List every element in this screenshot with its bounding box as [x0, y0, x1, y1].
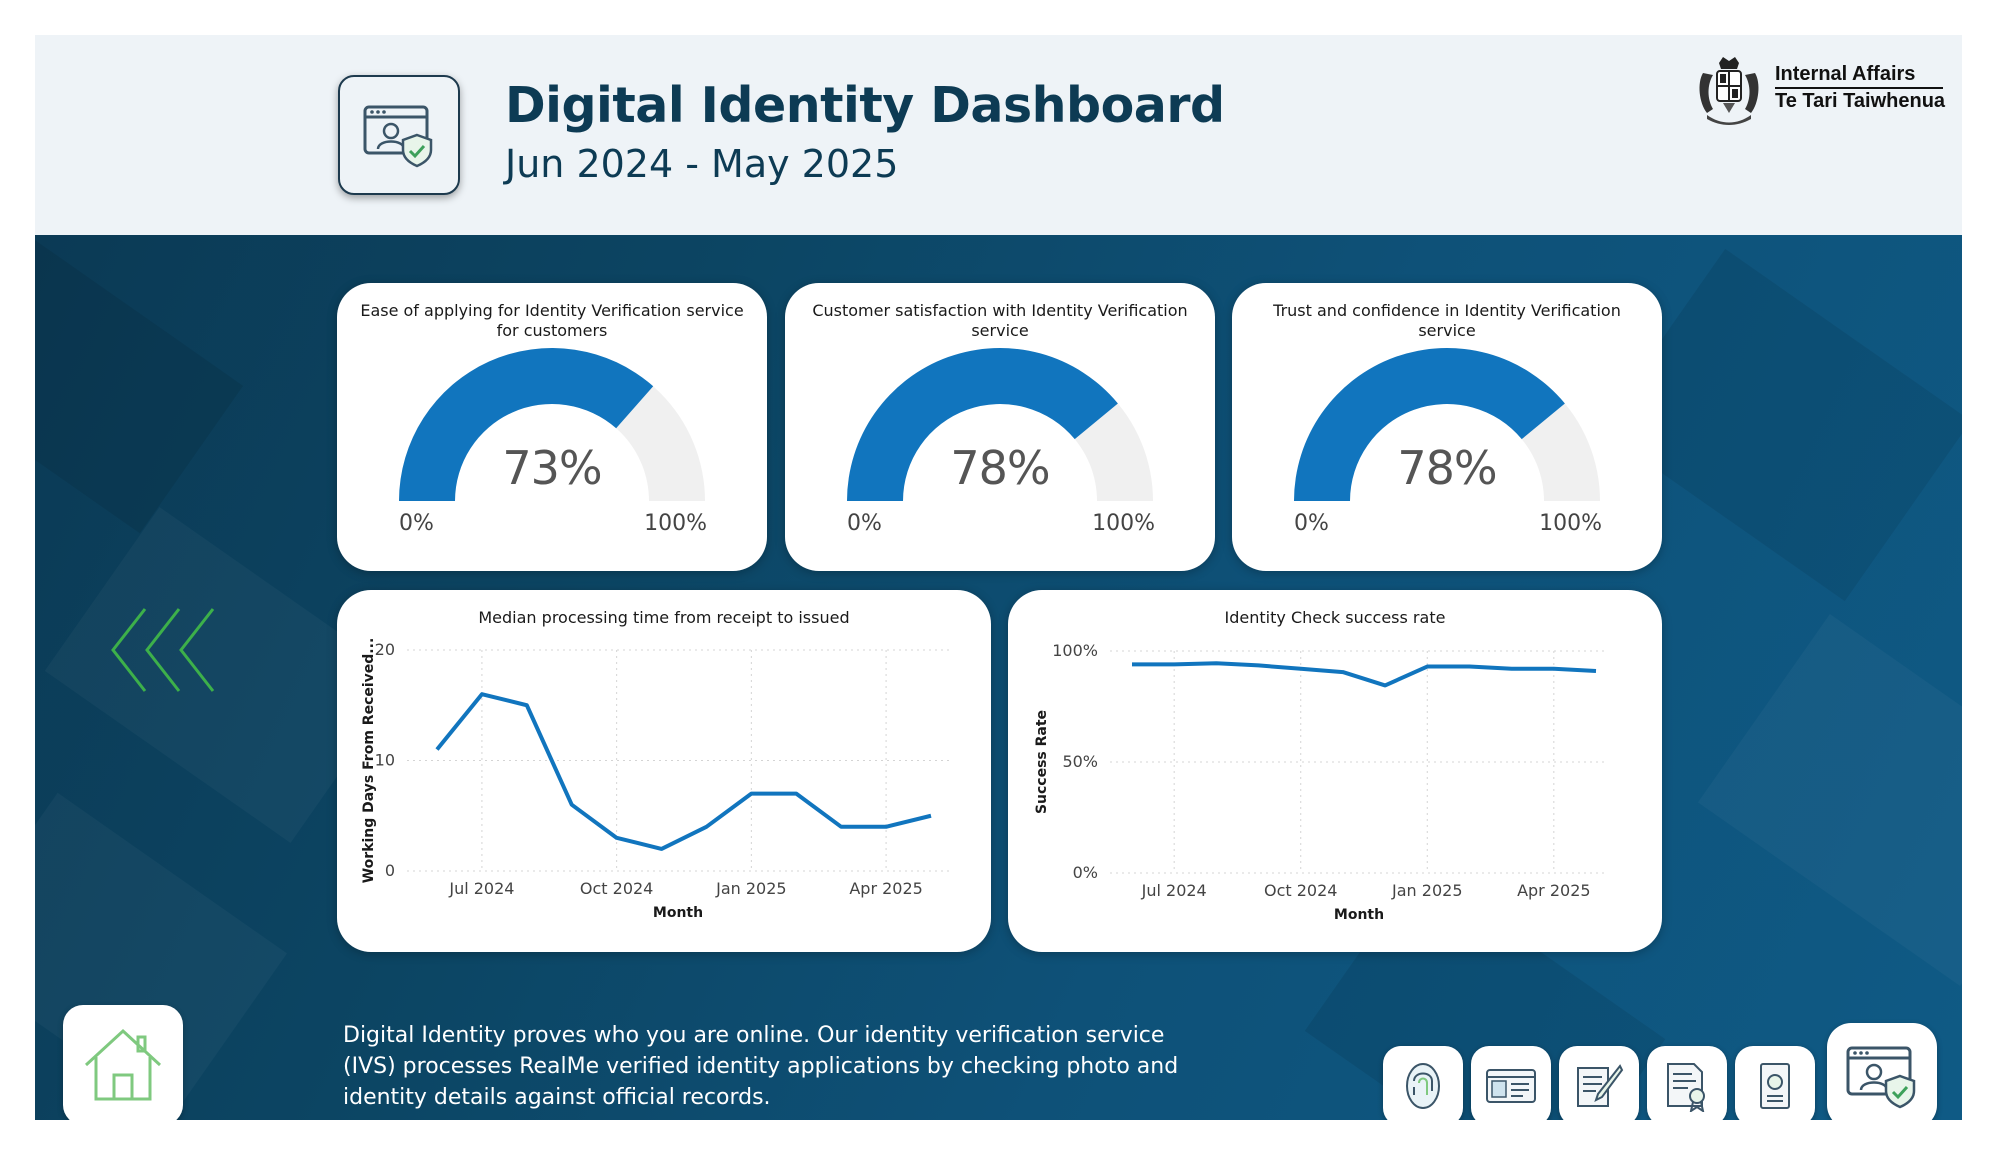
gauge-min-label: 0%	[847, 511, 882, 536]
id-card-icon	[1486, 1069, 1536, 1103]
gauge-fill	[847, 348, 1118, 501]
certificate-icon	[1667, 1063, 1705, 1112]
date-range: Jun 2024 - May 2025	[505, 142, 899, 186]
nav-passport-button[interactable]	[1735, 1046, 1815, 1120]
gauge-title: Trust and confidence in Identity Verific…	[1273, 301, 1621, 340]
logo-divider	[1775, 87, 1943, 89]
document-sign-icon	[1577, 1064, 1624, 1107]
fingerprint-icon	[1406, 1063, 1440, 1109]
passport-icon	[1760, 1063, 1790, 1109]
identity-verification-icon	[1846, 1046, 1916, 1109]
home-icon	[84, 1028, 162, 1101]
back-chevrons-icon[interactable]	[107, 605, 227, 695]
gauge-value: 73%	[502, 441, 602, 495]
y-tick-label: 50%	[1062, 752, 1098, 771]
y-tick-label: 0	[385, 861, 395, 880]
gauge-title: Customer satisfaction with Identity Veri…	[812, 301, 1188, 340]
header: Digital Identity Dashboard Jun 2024 - Ma…	[35, 35, 1962, 235]
main-panel: Ease of applying for Identity Verificati…	[35, 235, 1962, 1120]
gauge-chart	[1294, 348, 1600, 501]
identity-verification-icon	[338, 75, 460, 195]
success-rate-chart-card: Identity Check success rate 0% 50% 100% Jul…	[1008, 590, 1662, 952]
processing-time-chart-card: Median processing time from receipt to i…	[337, 590, 991, 952]
gauge-card-ease: Ease of applying for Identity Verificati…	[337, 283, 767, 571]
x-axis-title: Month	[653, 905, 703, 921]
nav-fingerprint-button[interactable]	[1383, 1046, 1463, 1120]
y-tick-label: 10	[375, 751, 395, 770]
processing-time-line-chart: 0 10 20 Jul 2024 Oct 2024 Jan 2025 Apr 2025 Mon…	[361, 638, 949, 921]
x-tick-label: Oct 2024	[1264, 881, 1337, 900]
chart-title: Identity Check success rate	[1224, 608, 1446, 627]
x-tick-label: Jul 2024	[448, 879, 514, 898]
dashboard-frame: Digital Identity Dashboard Jun 2024 - Ma…	[35, 35, 1962, 1120]
gauge-title: Ease of applying for Identity Verificati…	[360, 301, 744, 340]
series-line	[1132, 661, 1597, 688]
gauge-chart	[847, 348, 1153, 501]
x-axis-title: Month	[1334, 907, 1384, 923]
gauge-max-label: 100%	[1539, 511, 1602, 536]
x-tick-label: Apr 2025	[849, 879, 922, 898]
x-tick-label: Jan 2025	[1391, 881, 1462, 900]
y-tick-label: 0%	[1073, 863, 1098, 882]
x-tick-label: Jan 2025	[715, 879, 786, 898]
description-text: Digital Identity proves who you are onli…	[343, 1023, 1179, 1110]
nav-certificate-button[interactable]	[1647, 1046, 1727, 1120]
gauge-card-satisfaction: Customer satisfaction with Identity Veri…	[785, 283, 1215, 571]
background-shape	[35, 236, 244, 534]
success-rate-line-chart: 0% 50% 100% Jul 2024 Oct 2024 Jan 2025 Apr 202…	[1034, 641, 1608, 923]
page-title: Digital Identity Dashboard	[505, 77, 1225, 134]
gauge-fill	[399, 347, 654, 501]
logo-text-english: Internal Affairs	[1775, 63, 1916, 85]
nav-identity-verification-button[interactable]	[1827, 1023, 1937, 1120]
x-tick-label: Apr 2025	[1517, 881, 1590, 900]
y-axis-title: Working Days From Received...	[361, 638, 377, 884]
x-tick-label: Jul 2024	[1141, 881, 1207, 900]
gauge-card-trust: Trust and confidence in Identity Verific…	[1232, 283, 1662, 571]
coat-of-arms-icon	[1699, 57, 1759, 125]
gauge-value: 78%	[1397, 441, 1497, 495]
series-line	[435, 692, 932, 851]
home-button[interactable]	[63, 1005, 183, 1120]
nav-document-sign-button[interactable]	[1559, 1046, 1639, 1120]
gauge-fill	[1294, 348, 1565, 501]
y-tick-label: 100%	[1052, 641, 1098, 660]
gauge-chart	[399, 347, 705, 501]
y-axis-title: Success Rate	[1034, 710, 1050, 814]
background-shape	[1698, 614, 1962, 986]
y-tick-label: 20	[375, 640, 395, 659]
gauge-min-label: 0%	[399, 511, 434, 536]
gauge-min-label: 0%	[1294, 511, 1329, 536]
chart-title: Median processing time from receipt to i…	[478, 608, 850, 627]
nav-id-card-button[interactable]	[1471, 1046, 1551, 1120]
logo-text-maori: Te Tari Taiwhenua	[1775, 90, 1946, 112]
gauge-max-label: 100%	[644, 511, 707, 536]
gauge-value: 78%	[950, 441, 1050, 495]
gauge-max-label: 100%	[1092, 511, 1155, 536]
x-tick-label: Oct 2024	[580, 879, 653, 898]
internal-affairs-logo: Internal Affairs Te Tari Taiwhenua	[1693, 53, 1955, 133]
